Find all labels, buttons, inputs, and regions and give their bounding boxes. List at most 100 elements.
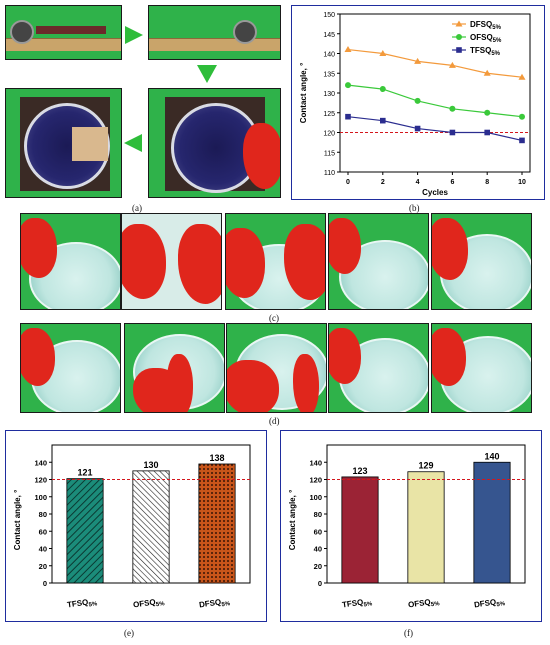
y-tick-label: 145 (323, 32, 335, 39)
photo-d3 (226, 323, 327, 413)
y-tick-label: 140 (309, 458, 322, 467)
x-tick-label: 2 (381, 179, 385, 186)
bar-value-label: 138 (209, 453, 224, 463)
y-tick-label: 80 (314, 510, 322, 519)
bar-chart-f: 0 20 40 60 80 100 120 140 Contact angle, ° 123 TFS… (288, 444, 526, 611)
panel-label-f: (f) (404, 628, 413, 638)
y-axis-label: Contact angle, ° (288, 490, 297, 551)
bar-ofsq (407, 471, 445, 584)
bar-value-label: 129 (418, 461, 433, 471)
arrow-right-icon (125, 26, 143, 44)
data-point (483, 69, 491, 76)
arrow-down-icon (197, 65, 217, 83)
bar-ofsq (132, 470, 170, 584)
y-tick-label: 40 (314, 545, 322, 554)
y-tick-label: 120 (34, 476, 47, 485)
y-tick-label: 140 (34, 458, 47, 467)
panel-label-b: (b) (409, 203, 420, 213)
y-tick-label: 60 (314, 527, 322, 536)
bar-value-label: 140 (484, 451, 499, 461)
x-tick-label: 0 (346, 179, 350, 186)
y-tick-label: 115 (324, 150, 335, 157)
sample-strip (36, 26, 106, 34)
y-axis-label: Contact angle, ° (299, 63, 308, 124)
bar-tfsq (341, 476, 379, 584)
bar-tfsq (66, 478, 104, 584)
photo-a1 (5, 5, 122, 60)
photo-a4 (148, 88, 281, 198)
photo-c5 (431, 213, 532, 310)
x-tick-label: 6 (450, 179, 454, 186)
y-tick-label: 135 (323, 71, 335, 78)
y-tick-label: 110 (324, 170, 335, 177)
arrow-left-icon (124, 134, 142, 152)
bar-value-label: 121 (77, 468, 92, 478)
y-tick-label: 150 (323, 12, 335, 19)
photo-a2 (148, 5, 281, 60)
photo-d1 (20, 323, 121, 413)
data-point (484, 109, 491, 116)
y-tick-label: 125 (323, 111, 335, 118)
ruler (149, 38, 280, 51)
chart-b: 110 115 120 125 130 135 140 145 150 0 2 4 6 8 10 Cycles… (291, 5, 545, 200)
bar-dfsq (198, 463, 236, 584)
chart-f: 0 20 40 60 80 100 120 140 Contact angle, ° 123 TFS… (280, 430, 542, 622)
y-tick-label: 0 (318, 579, 322, 588)
x-tick-label-tfsq: TFSQ5% (66, 596, 98, 611)
photo-c3 (225, 213, 326, 310)
data-point (448, 61, 456, 68)
sample-card (72, 127, 108, 161)
panel-label-c: (c) (269, 313, 279, 323)
y-tick-label: 80 (39, 510, 47, 519)
panel-label-e: (e) (124, 628, 134, 638)
chart-e: 0 20 40 60 80 100 120 140 Contact angle, ° 121 TFS… (5, 430, 267, 622)
data-point (449, 105, 456, 112)
bar-chart-e: 0 20 40 60 80 100 120 140 Contact angle, ° 121 TFS… (13, 444, 251, 611)
x-tick-label-tfsq: TFSQ5% (341, 596, 373, 611)
photo-c4 (328, 213, 429, 310)
weight (233, 20, 257, 44)
data-point (414, 57, 422, 64)
data-point (484, 129, 490, 136)
photo-d2 (124, 323, 225, 413)
panel-label-d: (d) (269, 416, 280, 426)
bar-value-label: 123 (352, 466, 367, 476)
data-point (519, 137, 525, 144)
data-point (449, 129, 456, 136)
weight (10, 20, 34, 44)
photo-c1 (20, 213, 121, 310)
y-tick-label: 120 (309, 476, 322, 485)
x-tick-label: 4 (416, 179, 420, 186)
x-tick-label: 8 (485, 179, 489, 186)
y-axis-label: Contact angle, ° (13, 490, 22, 551)
series-line-ofsq (347, 84, 523, 118)
y-tick-label: 130 (323, 91, 335, 98)
data-point (414, 125, 421, 132)
photo-a3 (5, 88, 122, 198)
data-point (414, 97, 421, 104)
x-tick-label-ofsq: OFSQ5% (407, 596, 440, 611)
panel-label-a: (a) (132, 203, 142, 213)
x-tick-label-dfsq: DFSQ5% (473, 596, 506, 611)
plot-frame (339, 13, 531, 173)
data-point (345, 113, 351, 120)
glove (243, 123, 280, 189)
series-line-tfsq (347, 116, 523, 141)
ruler (6, 38, 121, 51)
photo-d5 (431, 323, 532, 413)
y-tick-label: 100 (309, 493, 322, 502)
legend-entry-ofsq: OFSQ5% (470, 33, 502, 44)
y-tick-label: 20 (314, 562, 322, 571)
y-tick-label: 60 (39, 527, 47, 536)
y-tick-label: 40 (39, 545, 47, 554)
line-chart-b: 110 115 120 125 130 135 140 145 150 0 2 4 6 8 10 Cycles… (299, 12, 531, 197)
legend-marker (455, 20, 463, 27)
y-tick-label: 0 (43, 579, 47, 588)
data-point (379, 86, 386, 93)
data-point (345, 82, 351, 89)
x-tick-label-dfsq: DFSQ5% (198, 596, 231, 611)
legend-marker (456, 34, 462, 40)
data-point (379, 50, 387, 56)
y-tick-label: 120 (323, 131, 335, 138)
legend-entry-tfsq: TFSQ5% (470, 46, 501, 57)
